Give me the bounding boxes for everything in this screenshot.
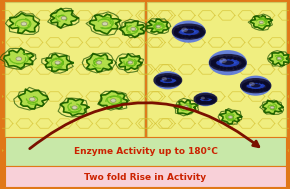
Ellipse shape bbox=[163, 79, 172, 82]
Polygon shape bbox=[119, 54, 142, 70]
Polygon shape bbox=[18, 89, 48, 109]
Polygon shape bbox=[251, 16, 272, 29]
Circle shape bbox=[219, 58, 227, 63]
Bar bbox=[147, 2, 287, 137]
Polygon shape bbox=[220, 110, 241, 124]
Ellipse shape bbox=[246, 82, 265, 89]
Circle shape bbox=[229, 116, 233, 118]
Circle shape bbox=[154, 71, 182, 89]
Circle shape bbox=[131, 27, 135, 30]
Circle shape bbox=[162, 77, 167, 81]
Polygon shape bbox=[45, 54, 73, 71]
Circle shape bbox=[184, 106, 188, 108]
Text: Enzyme Activity up to 180°C: Enzyme Activity up to 180°C bbox=[74, 147, 218, 156]
Bar bbox=[5, 166, 287, 187]
Circle shape bbox=[240, 76, 271, 96]
Ellipse shape bbox=[179, 28, 199, 35]
Circle shape bbox=[72, 106, 77, 109]
Circle shape bbox=[16, 57, 22, 61]
Circle shape bbox=[270, 106, 274, 109]
Ellipse shape bbox=[183, 30, 194, 34]
Circle shape bbox=[249, 82, 255, 86]
Circle shape bbox=[259, 21, 263, 24]
Circle shape bbox=[201, 97, 205, 99]
Polygon shape bbox=[90, 14, 121, 34]
Circle shape bbox=[97, 61, 102, 64]
Polygon shape bbox=[60, 99, 89, 116]
Bar bbox=[5, 2, 144, 137]
Polygon shape bbox=[269, 52, 289, 66]
Circle shape bbox=[29, 97, 35, 101]
Circle shape bbox=[195, 92, 216, 106]
Ellipse shape bbox=[202, 98, 209, 100]
Circle shape bbox=[128, 61, 133, 64]
Polygon shape bbox=[146, 19, 168, 33]
Polygon shape bbox=[99, 91, 127, 109]
Circle shape bbox=[156, 25, 160, 28]
Polygon shape bbox=[263, 100, 283, 114]
Polygon shape bbox=[9, 13, 39, 33]
Circle shape bbox=[110, 99, 116, 102]
Ellipse shape bbox=[251, 84, 261, 88]
Circle shape bbox=[21, 22, 27, 26]
Circle shape bbox=[55, 61, 60, 64]
Circle shape bbox=[102, 22, 108, 26]
Circle shape bbox=[209, 50, 247, 75]
Circle shape bbox=[181, 28, 188, 32]
Circle shape bbox=[277, 57, 281, 60]
Polygon shape bbox=[119, 21, 144, 37]
Ellipse shape bbox=[160, 77, 176, 83]
Polygon shape bbox=[174, 100, 197, 115]
Circle shape bbox=[61, 16, 66, 20]
Polygon shape bbox=[50, 9, 78, 28]
Polygon shape bbox=[87, 53, 112, 72]
Ellipse shape bbox=[222, 60, 234, 65]
Text: Two fold Rise in Activity: Two fold Rise in Activity bbox=[84, 173, 206, 182]
Bar bbox=[5, 137, 287, 166]
Polygon shape bbox=[4, 48, 34, 69]
Ellipse shape bbox=[199, 97, 212, 101]
Ellipse shape bbox=[216, 59, 239, 67]
Circle shape bbox=[172, 21, 206, 43]
